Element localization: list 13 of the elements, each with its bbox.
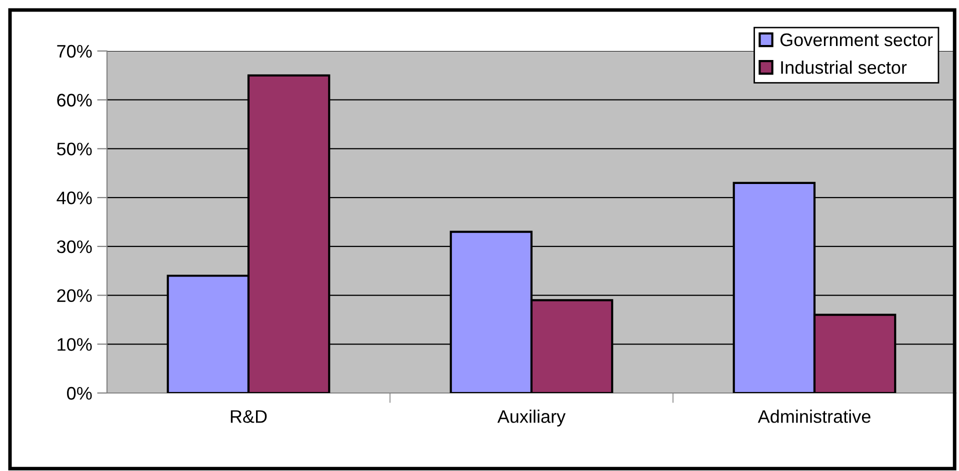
x-tick-label: R&D xyxy=(230,410,267,423)
legend-label: Government sector xyxy=(780,33,933,46)
y-tick-label: 30% xyxy=(56,240,92,254)
y-tick-label: 70% xyxy=(57,44,92,58)
y-tick-label: 10% xyxy=(58,338,92,351)
y-tick-label: 40% xyxy=(56,192,92,204)
legend-label: Industrial sector xyxy=(781,60,907,74)
y-tick-label: 20% xyxy=(57,289,92,302)
y-tick-label: 60% xyxy=(57,94,92,107)
y-tick-label: 50% xyxy=(57,142,92,156)
x-tick-label: Auxiliary xyxy=(497,410,566,426)
y-tick-label: 0% xyxy=(67,386,92,400)
x-tick-label: Administrative xyxy=(758,410,870,423)
